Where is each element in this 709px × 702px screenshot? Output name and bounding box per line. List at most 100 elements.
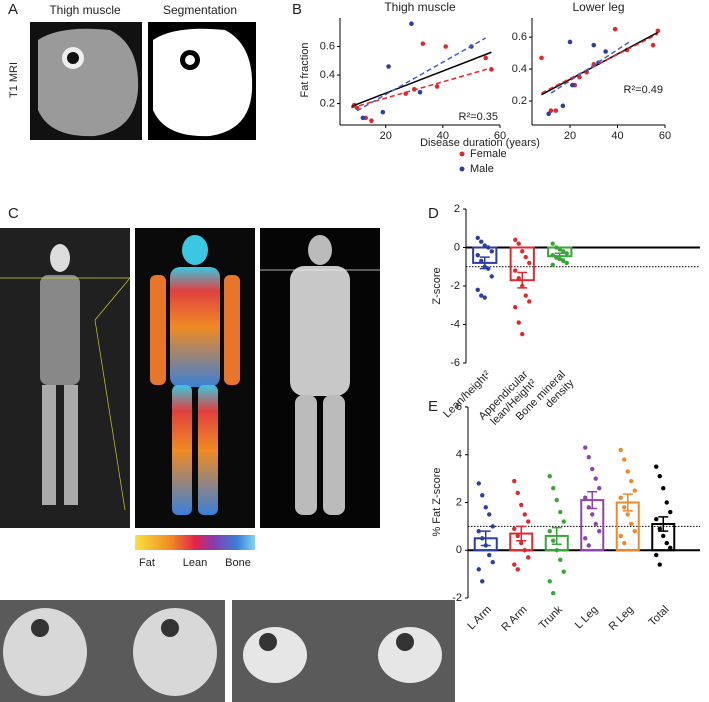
x-tick-label: Trunk xyxy=(537,603,565,631)
point xyxy=(480,536,485,541)
error-bar xyxy=(551,526,562,546)
point xyxy=(516,276,521,281)
point xyxy=(650,42,656,48)
point xyxy=(664,500,669,505)
x-tick-label: 40 xyxy=(611,130,623,142)
point xyxy=(597,528,602,534)
fit-line xyxy=(550,41,630,94)
point xyxy=(550,262,555,268)
segmentation-image xyxy=(148,22,256,140)
point xyxy=(519,540,524,546)
legend-label: Female xyxy=(470,148,507,160)
point xyxy=(490,559,495,565)
image-title: Segmentation xyxy=(163,3,237,17)
y-tick-label: 0.4 xyxy=(512,63,527,75)
y-tick-label: 2 xyxy=(454,203,460,215)
point xyxy=(590,512,595,517)
point xyxy=(476,481,481,486)
point xyxy=(547,528,552,534)
y-axis-label: Fat fraction xyxy=(299,42,311,97)
point xyxy=(482,295,487,300)
y-tick-label: 4 xyxy=(456,449,462,461)
panel-letter: B xyxy=(292,1,302,18)
point xyxy=(657,474,662,479)
point xyxy=(520,283,525,289)
error-bar xyxy=(516,525,527,542)
point xyxy=(434,84,440,89)
point xyxy=(622,505,627,510)
point xyxy=(654,464,659,469)
legend-marker xyxy=(459,166,465,172)
panel-letter: E xyxy=(428,398,438,415)
point xyxy=(515,567,520,572)
colorbar-label: Bone xyxy=(225,557,251,569)
x-tick-label: 60 xyxy=(659,130,671,142)
point xyxy=(409,21,414,27)
point xyxy=(551,538,556,543)
dxa-image xyxy=(0,228,131,528)
x-tick-label: Total xyxy=(647,604,672,629)
point xyxy=(513,268,518,273)
panel-letter: D xyxy=(428,205,439,222)
point xyxy=(655,28,661,34)
chart-title: Thigh muscle xyxy=(384,0,456,14)
point xyxy=(657,562,662,567)
point xyxy=(629,478,634,484)
point xyxy=(519,502,524,508)
point xyxy=(622,457,627,462)
y-axis-label: % Fat Z-score xyxy=(431,467,443,536)
point xyxy=(590,466,595,472)
point xyxy=(526,519,531,524)
point xyxy=(527,299,532,304)
point xyxy=(567,39,573,45)
point xyxy=(554,245,559,250)
y-tick-label: 0 xyxy=(456,544,462,556)
point xyxy=(527,260,532,266)
point xyxy=(561,249,566,254)
point xyxy=(475,253,480,258)
point xyxy=(483,55,489,61)
error-bar xyxy=(622,493,633,512)
point xyxy=(629,521,634,527)
point xyxy=(668,509,673,515)
point xyxy=(551,485,556,491)
y-tick-label: -6 xyxy=(450,357,460,369)
point xyxy=(583,536,588,541)
x-axis-label: Disease duration (years) xyxy=(420,137,540,149)
y-axis-label: Z-score xyxy=(431,267,443,304)
panel-letter: A xyxy=(8,1,18,18)
point xyxy=(523,293,528,298)
colorbar-label: Fat xyxy=(139,557,155,569)
fit-line xyxy=(351,51,492,108)
y-tick-label: -2 xyxy=(452,592,462,604)
image-title: Thigh muscle xyxy=(49,3,121,17)
point xyxy=(558,509,563,515)
point xyxy=(583,495,588,500)
point xyxy=(625,469,630,474)
row-label: T1 MRI xyxy=(8,62,20,98)
point xyxy=(551,591,556,596)
point xyxy=(625,512,630,517)
fit-line xyxy=(356,37,487,112)
point xyxy=(547,579,552,584)
mri-image xyxy=(30,22,142,140)
point xyxy=(586,543,591,548)
point xyxy=(475,287,480,293)
point xyxy=(520,331,525,337)
point xyxy=(557,256,562,262)
x-tick-label: 20 xyxy=(564,130,576,142)
point xyxy=(482,264,487,269)
point xyxy=(489,249,494,254)
point xyxy=(612,26,618,32)
point xyxy=(515,533,520,539)
point xyxy=(476,528,481,534)
colorbar-label: Lean xyxy=(183,557,207,569)
y-tick-label: -2 xyxy=(450,280,460,292)
point xyxy=(380,109,386,115)
point xyxy=(554,254,559,260)
point xyxy=(546,111,551,117)
point xyxy=(547,474,552,479)
point xyxy=(515,490,520,496)
